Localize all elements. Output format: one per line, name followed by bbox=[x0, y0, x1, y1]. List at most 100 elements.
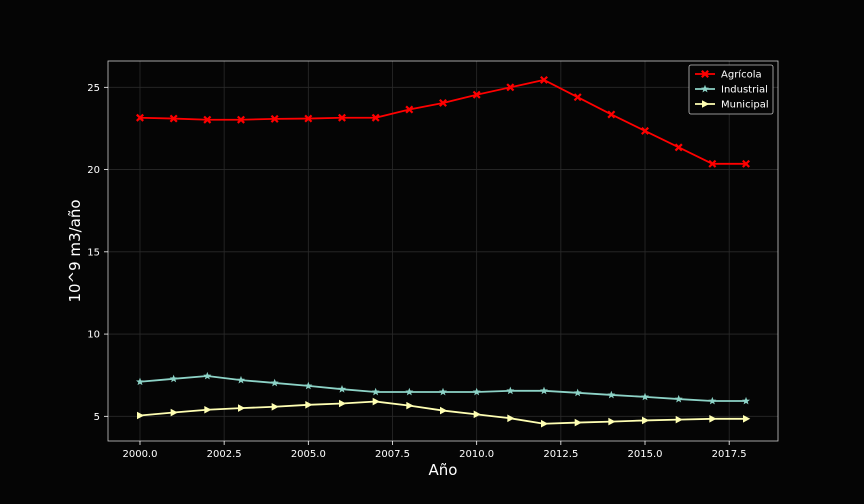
data-point-agricola bbox=[405, 105, 414, 114]
marker-stroke bbox=[270, 114, 279, 123]
legend: Agrícola Industrial Municipal bbox=[688, 64, 774, 115]
marker-stroke bbox=[506, 83, 515, 92]
data-point-industrial bbox=[203, 371, 212, 380]
plot-frame bbox=[107, 60, 779, 442]
x-tick-label: 2012.5 bbox=[543, 449, 578, 460]
data-point-agricola bbox=[472, 90, 481, 99]
data-point-municipal bbox=[440, 406, 448, 415]
data-point-municipal bbox=[743, 414, 751, 423]
data-point-industrial bbox=[573, 388, 582, 397]
marker-stroke bbox=[304, 114, 313, 123]
data-point-industrial bbox=[641, 392, 649, 401]
legend-box bbox=[688, 64, 774, 115]
series-agricola bbox=[136, 75, 750, 168]
x-tick-label: 2017.5 bbox=[712, 449, 747, 460]
marker-stroke bbox=[708, 159, 717, 168]
marker-stroke bbox=[237, 115, 245, 124]
data-point-agricola bbox=[506, 83, 515, 92]
data-point-industrial bbox=[270, 378, 279, 387]
data-point-agricola bbox=[136, 113, 144, 122]
series-group bbox=[135, 75, 751, 428]
legend-marker-municipal bbox=[702, 100, 710, 108]
data-point-municipal bbox=[372, 397, 380, 406]
data-point-municipal bbox=[271, 402, 279, 411]
data-point-industrial bbox=[506, 386, 515, 395]
data-point-industrial bbox=[237, 375, 245, 384]
data-point-agricola bbox=[607, 110, 616, 119]
grid bbox=[108, 61, 778, 441]
data-point-agricola bbox=[338, 113, 346, 122]
data-point-municipal bbox=[642, 416, 650, 425]
data-point-municipal bbox=[574, 418, 582, 427]
marker-stroke bbox=[701, 70, 709, 78]
data-point-agricola bbox=[540, 75, 548, 84]
marker-stroke bbox=[136, 113, 144, 122]
marker-stroke bbox=[540, 75, 548, 84]
data-point-industrial bbox=[338, 384, 346, 393]
x-tick-label: 2010.0 bbox=[459, 449, 494, 460]
y-tick-label: 15 bbox=[87, 247, 100, 258]
data-point-agricola bbox=[573, 93, 582, 102]
data-point-municipal bbox=[675, 415, 683, 424]
data-point-agricola bbox=[674, 143, 683, 152]
data-point-industrial bbox=[674, 394, 683, 403]
marker-stroke bbox=[641, 126, 649, 135]
data-point-agricola bbox=[270, 114, 279, 123]
data-point-industrial bbox=[169, 374, 178, 383]
x-axis-ticks: 2000.0 2002.5 2005.0 2007.5 2010.0 2012.5 2015… bbox=[122, 441, 747, 460]
x-tick-label: 2000.0 bbox=[122, 449, 157, 460]
x-tick-label: 2002.5 bbox=[207, 449, 242, 460]
data-point-agricola bbox=[708, 159, 717, 168]
data-point-municipal bbox=[237, 404, 246, 412]
series-municipal bbox=[136, 397, 751, 428]
marker-stroke bbox=[439, 98, 447, 107]
data-point-agricola bbox=[641, 126, 649, 135]
data-point-municipal bbox=[473, 410, 481, 419]
x-axis-title: Año bbox=[429, 461, 458, 479]
data-point-industrial bbox=[135, 377, 144, 386]
data-point-agricola bbox=[203, 115, 212, 124]
marker-stroke bbox=[203, 115, 212, 124]
data-point-industrial bbox=[607, 390, 616, 399]
data-point-municipal bbox=[305, 401, 313, 409]
marker-stroke bbox=[338, 113, 346, 122]
data-point-municipal bbox=[204, 405, 212, 414]
data-point-industrial bbox=[742, 396, 751, 405]
legend-marker-industrial bbox=[701, 84, 709, 93]
data-point-industrial bbox=[304, 381, 313, 390]
marker-stroke bbox=[405, 105, 414, 114]
data-point-municipal bbox=[338, 399, 347, 408]
y-axis-ticks: 5 10 15 20 25 bbox=[87, 83, 108, 423]
data-point-agricola bbox=[742, 159, 750, 168]
y-tick-label: 10 bbox=[87, 330, 100, 341]
data-point-agricola bbox=[169, 114, 178, 123]
data-point-industrial bbox=[371, 387, 380, 396]
legend-marker-agricola bbox=[701, 70, 709, 78]
y-tick-label: 20 bbox=[87, 165, 100, 176]
y-tick-label: 5 bbox=[94, 412, 100, 423]
data-point-municipal bbox=[709, 414, 717, 423]
x-tick-label: 2005.0 bbox=[291, 449, 326, 460]
y-axis-title: 10^9 m3/año bbox=[66, 199, 84, 302]
data-point-agricola bbox=[237, 115, 245, 124]
x-tick-label: 2007.5 bbox=[375, 449, 410, 460]
data-point-municipal bbox=[170, 408, 178, 417]
y-tick-label: 25 bbox=[87, 83, 100, 94]
marker-stroke bbox=[573, 93, 582, 102]
series-industrial bbox=[135, 371, 751, 405]
marker-stroke bbox=[472, 90, 481, 99]
data-point-municipal bbox=[136, 411, 145, 420]
data-point-industrial bbox=[540, 386, 548, 395]
legend-label-industrial: Industrial bbox=[721, 85, 768, 96]
marker-stroke bbox=[742, 159, 750, 168]
data-point-agricola bbox=[371, 113, 380, 122]
data-point-industrial bbox=[439, 387, 447, 396]
data-point-agricola bbox=[304, 114, 313, 123]
data-point-municipal bbox=[608, 417, 616, 426]
marker-stroke bbox=[674, 143, 683, 152]
legend-label-municipal: Municipal bbox=[721, 100, 769, 111]
data-point-municipal bbox=[406, 401, 414, 410]
data-point-agricola bbox=[439, 98, 447, 107]
data-point-municipal bbox=[541, 419, 549, 428]
